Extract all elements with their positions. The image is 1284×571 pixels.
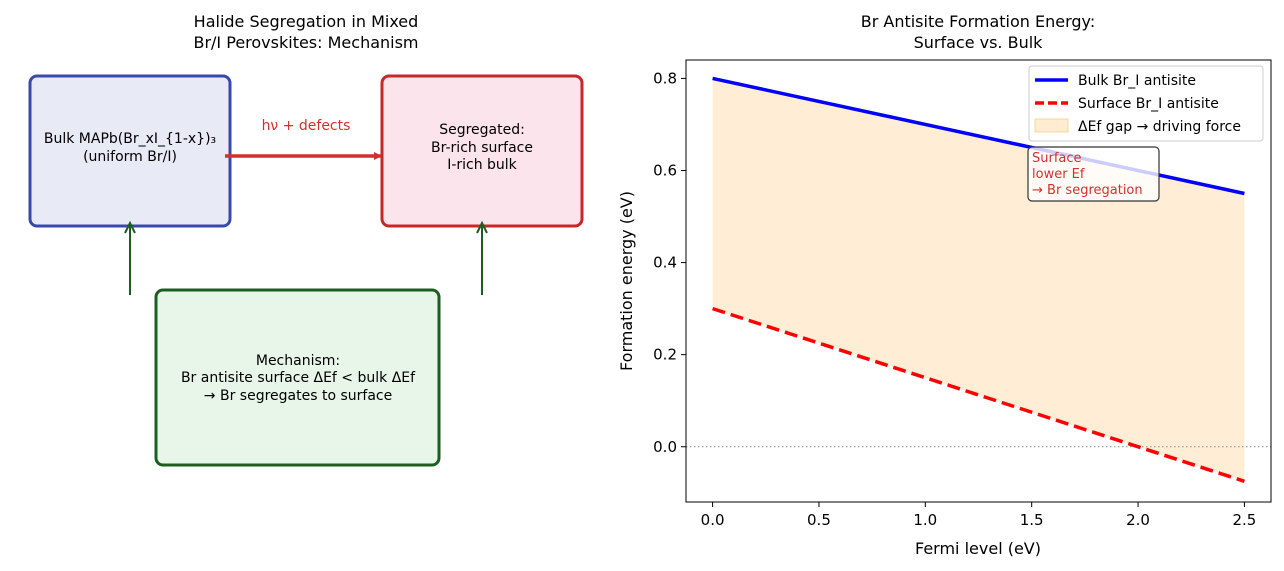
- x-tick-label: 0.5: [807, 511, 831, 529]
- mechanism-box: [154, 288, 441, 467]
- bulk-box-line-1: Bulk MAPb(Br_xI_{1-x})₃: [44, 131, 216, 147]
- diagram-title-line-2: Br/I Perovskites: Mechanism: [193, 33, 418, 52]
- legend-label-surface: Surface Br_I antisite: [1078, 96, 1219, 112]
- legend-label-gap: ΔEf gap → driving force: [1078, 119, 1241, 135]
- annotation-box: [1027, 146, 1160, 202]
- x-tick-label: 2.0: [1126, 511, 1150, 529]
- legend-box: [1028, 65, 1264, 142]
- axes: 0.0 0.5 1.0 1.5 2.0 2.5 0.0 0.2 0.4 0.6 0.8: [653, 69, 1256, 529]
- annotation-line-2: lower Ef: [1032, 167, 1085, 182]
- mechanism-diagram: Halide Segregation in Mixed Br/I Perovsk…: [28, 12, 584, 467]
- x-tick-label: 1.5: [1020, 511, 1044, 529]
- mechanism-box-line-3: → Br segregates to surface: [204, 388, 392, 404]
- formation-energy-chart: Br Antisite Formation Energy: Surface vs…: [617, 12, 1272, 558]
- mechanism-box-line-1: Mechanism:: [256, 353, 340, 369]
- diagram-title-line-1: Halide Segregation in Mixed: [194, 12, 419, 31]
- y-tick-label: 0.8: [653, 69, 677, 87]
- y-tick-label: 0.2: [653, 346, 677, 364]
- annotation: Surface lower Ef → Br segregation: [1027, 146, 1160, 202]
- x-tick-label: 1.0: [913, 511, 937, 529]
- support-arrow-left-head: [124, 220, 136, 234]
- process-arrow-label: hν + defects: [262, 118, 351, 134]
- x-axis-label: Fermi level (eV): [915, 539, 1041, 558]
- plot-frame: [685, 59, 1272, 503]
- legend: Bulk Br_I antisite Surface Br_I antisite…: [1028, 65, 1264, 142]
- segregated-box-line-3: I-rich bulk: [447, 157, 517, 173]
- support-arrow-right-head: [476, 220, 488, 234]
- y-tick-label: 0.6: [653, 162, 677, 180]
- x-tick-label: 0.0: [701, 511, 725, 529]
- segregated-box-line-2: Br-rich surface: [431, 140, 533, 156]
- chart-title-line-2: Surface vs. Bulk: [914, 33, 1044, 52]
- y-tick-label: 0.0: [653, 438, 677, 456]
- x-tick-label: 2.5: [1232, 511, 1256, 529]
- legend-label-bulk: Bulk Br_I antisite: [1078, 73, 1196, 89]
- bulk-box-line-2: (uniform Br/I): [83, 149, 177, 165]
- mechanism-box-line-2: Br antisite surface ΔEf < bulk ΔEf: [181, 370, 416, 386]
- surface-antisite-line: [712, 306, 1245, 483]
- chart-title-line-1: Br Antisite Formation Energy:: [861, 12, 1096, 31]
- y-axis-label: Formation energy (eV): [617, 191, 636, 371]
- legend-swatch-gap: [1034, 118, 1069, 133]
- annotation-line-3: → Br segregation: [1032, 183, 1143, 198]
- y-tick-label: 0.4: [653, 254, 677, 272]
- segregated-box-line-1: Segregated:: [439, 122, 525, 138]
- annotation-line-1: Surface: [1032, 151, 1082, 166]
